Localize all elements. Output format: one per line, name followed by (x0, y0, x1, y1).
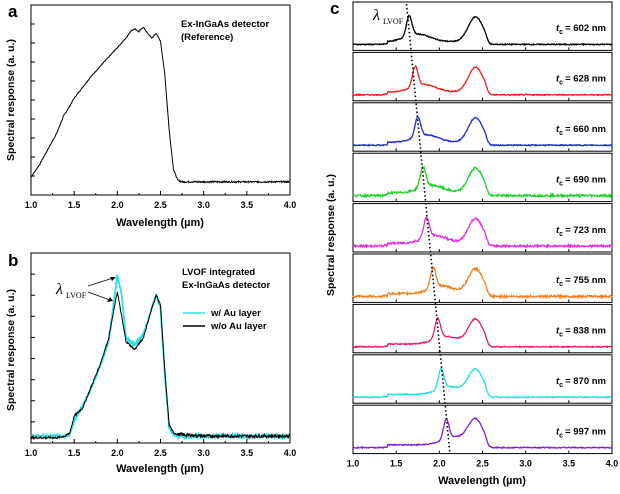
panel-b-arrowhead-upper (110, 277, 116, 281)
panel-c-x-ticks: 1.0 1.5 2.0 2.5 3.0 3.5 4.0 (347, 459, 619, 469)
panel-c-spectrum-line (352, 216, 613, 250)
panel-c-tc-label: tc = 602 nm (556, 23, 606, 36)
panel-c-spectrum-line (352, 265, 613, 300)
panel-c-spectrum-line (352, 165, 613, 199)
panel-c-letter: c (330, 0, 339, 18)
panel-b-x-axis-label: Wavelength (µm) (116, 463, 204, 475)
panel-a-y-axis-label: Spectral response (a. u.) (5, 39, 17, 161)
panel-c-tc-label: tc = 997 nm (556, 426, 606, 439)
panel-a-series (30, 26, 291, 184)
panel-c-stack-3: tc = 660 nm (352, 102, 613, 152)
panel-b-arrow-upper (87, 277, 114, 287)
panel-b-annotation-line1: LVOF integrated (182, 267, 255, 278)
panel-b-series (30, 274, 291, 441)
panel-b-letter: b (8, 251, 18, 270)
panel-c-stack-5: tc = 723 nm (352, 203, 613, 253)
panel-c-x-tick-label: 1.5 (390, 459, 403, 469)
panel-a-annotation-line2: (Reference) (181, 32, 233, 43)
panel-a-y-ticks (31, 23, 35, 177)
panel-a: a 1.0 1.5 2.0 2.5 3.0 3.5 4.0 Ex-InGaAs detect… (5, 2, 296, 229)
panel-c-spectrum-line (352, 366, 613, 399)
legend-label-without-au: w/o Au layer (210, 321, 267, 332)
panel-c-spectrum-line (352, 64, 613, 97)
panel-b-lambda-symbol: λ (55, 281, 63, 298)
b-x-tick-label: 1.5 (68, 448, 81, 458)
panel-c-stack-9: tc = 997 nm (352, 404, 613, 455)
panel-c-spectrum-line (352, 14, 613, 47)
panel-b-annotation-line2: Ex-InGaAs detector (182, 280, 270, 291)
a-x-tick-label: 3.0 (197, 200, 210, 210)
panel-b-arrow-lower (87, 291, 111, 301)
panel-a-x-axis-label: Wavelength (µm) (116, 217, 204, 229)
panel-a-x-ticks: 1.0 1.5 2.0 2.5 3.0 3.5 4.0 (25, 191, 297, 210)
a-x-tick-label: 4.0 (284, 200, 297, 210)
panel-c-tc-label: tc = 690 nm (556, 174, 606, 187)
panel-c-tc-label: tc = 723 nm (556, 225, 606, 238)
panel-c-x-tick-label: 3.0 (519, 459, 532, 469)
panel-a-letter: a (8, 2, 18, 21)
a-series-line-1 (30, 26, 291, 184)
panel-c-stack-2: tc = 628 nm (352, 51, 613, 102)
panel-b-legend: w/ Au layer w/o Au layer (183, 308, 267, 332)
panel-c-subplot-frame (352, 102, 613, 152)
panel-c-tc-label: tc = 755 nm (556, 275, 606, 288)
panel-a-annotation-line1: Ex-InGaAs detector (181, 19, 269, 30)
panel-c-tc-label: tc = 870 nm (556, 376, 606, 389)
panel-c-x-axis-label: Wavelength (µm) (438, 475, 526, 487)
a-x-tick-label: 2.5 (154, 200, 167, 210)
a-x-tick-label: 3.5 (241, 200, 254, 210)
panel-c-stack-4: tc = 690 nm (352, 152, 613, 203)
panel-b-x-ticks: 1.0 1.5 2.0 2.5 3.0 3.5 4.0 (25, 439, 297, 458)
panel-c-spectrum-line (352, 115, 613, 147)
panel-b-lambda-subscript: LVOF (66, 291, 87, 300)
b-x-tick-label: 4.0 (284, 448, 297, 458)
b-x-tick-label: 3.5 (241, 448, 254, 458)
b-series-line-2 (30, 291, 291, 441)
panel-c-lambda-subscript: LVOF (383, 17, 404, 26)
panel-b-arrowhead-lower (107, 297, 113, 302)
panel-c-tc-label: tc = 660 nm (556, 124, 606, 137)
panel-c-y-axis-label: Spectral response (a. u.) (325, 174, 337, 296)
panel-c-tc-label: tc = 628 nm (556, 74, 606, 87)
panel-c: c tc = 602 nm tc = 628 nm tc = 660 nm tc = 690 … (325, 0, 618, 487)
panel-c-stack-7: tc = 838 nm (352, 303, 613, 354)
b-x-tick-label: 3.0 (197, 448, 210, 458)
panel-c-stack-6: tc = 755 nm (352, 253, 613, 303)
panel-b-peak-label: λ LVOF (55, 277, 116, 302)
panel-b-y-axis-label: Spectral response (a. u.) (5, 289, 17, 411)
panel-c-peak-label: λ LVOF (372, 7, 404, 26)
panel-c-spectrum-line (352, 417, 613, 450)
b-x-tick-label: 1.0 (25, 448, 38, 458)
panel-c-x-tick-label: 4.0 (606, 459, 619, 469)
panel-c-peak-trend-line (405, 3, 451, 452)
panel-c-stack-1: tc = 602 nm (352, 1, 613, 51)
panel-c-lambda-symbol: λ (372, 7, 380, 24)
panel-a-plot-frame (30, 4, 291, 196)
panel-b-y-ticks (31, 273, 35, 423)
a-x-tick-label: 2.0 (111, 200, 124, 210)
panel-c-stacks: tc = 602 nm tc = 628 nm tc = 660 nm tc = 690 nm… (352, 1, 613, 455)
panel-c-x-tick-label: 2.0 (433, 459, 446, 469)
panel-c-x-tick-label: 2.5 (476, 459, 489, 469)
panel-c-spectrum-line (352, 316, 613, 349)
panel-c-tc-label: tc = 838 nm (556, 326, 606, 339)
b-x-tick-label: 2.0 (111, 448, 124, 458)
legend-label-with-au: w/ Au layer (210, 308, 261, 319)
a-x-tick-label: 1.5 (68, 200, 81, 210)
b-x-tick-label: 2.5 (154, 448, 167, 458)
a-x-tick-label: 1.0 (25, 200, 38, 210)
panel-c-stack-8: tc = 870 nm (352, 354, 613, 404)
panel-c-x-tick-label: 3.5 (563, 459, 576, 469)
panel-c-x-tick-label: 1.0 (347, 459, 360, 469)
panel-b: b 1.0 1.5 2.0 2.5 3.0 3.5 4.0 LVOF integrated … (5, 251, 296, 475)
